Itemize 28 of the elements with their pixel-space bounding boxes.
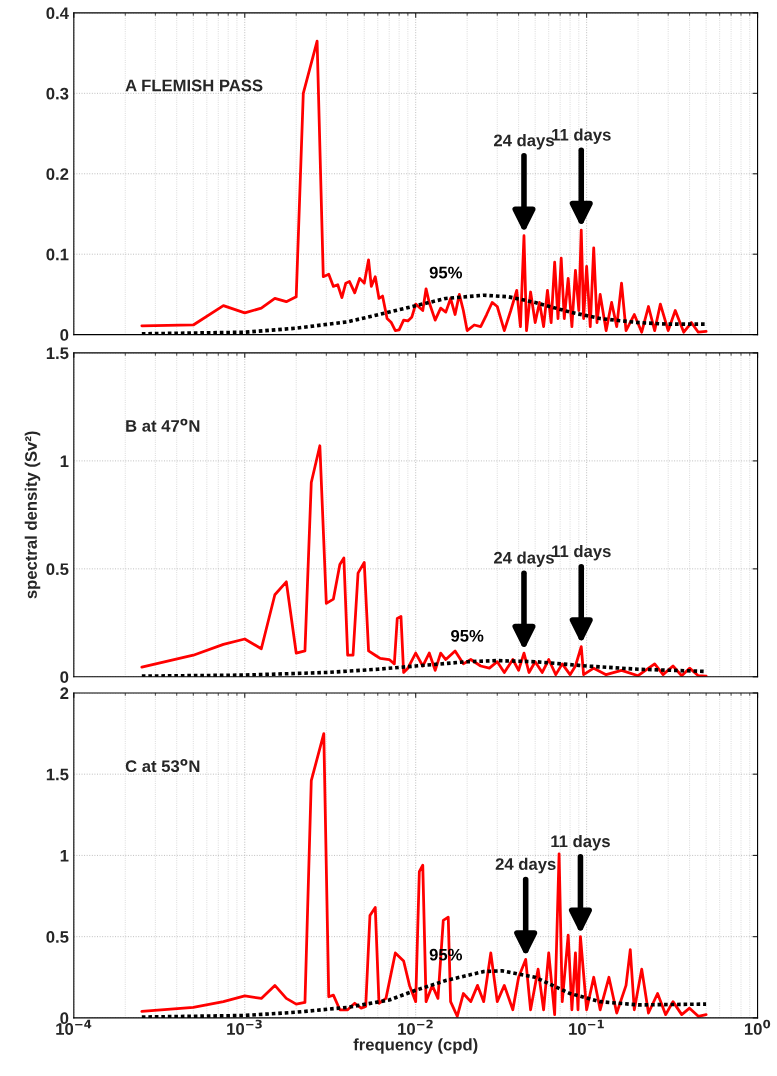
series-label: 95% bbox=[429, 266, 463, 279]
x-tick-label: 10$^{−1}$ bbox=[569, 1019, 604, 1035]
legend-label: 95% bbox=[451, 629, 484, 642]
y-tick-label: 0.3 bbox=[46, 87, 69, 100]
annotation: 11 days bbox=[551, 835, 610, 851]
annotation: B at 47$^{o}$N bbox=[126, 418, 200, 432]
y-tick-label: 1.5 bbox=[46, 347, 69, 360]
annotation: 24 days bbox=[493, 134, 554, 150]
y-tick-label: 1.5 bbox=[46, 768, 69, 781]
annotation: 24 days bbox=[493, 551, 554, 567]
y-tick-label: 2 bbox=[60, 687, 69, 699]
y-tick-label: 0.5 bbox=[46, 931, 69, 943]
x-tick-label: 10$^{−3}$ bbox=[227, 1019, 262, 1035]
y-tick-label: 0.4 bbox=[46, 7, 69, 20]
x-tick-label: 10$^{−2}$ bbox=[398, 1019, 433, 1035]
y-tick-label: 0.5 bbox=[46, 563, 69, 576]
y-tick-label: 0.1 bbox=[46, 248, 69, 261]
y-tick-label: 1 bbox=[60, 455, 69, 467]
y-tick-label: 0 bbox=[60, 671, 69, 684]
y-axis-title: spectral density (Sv²) bbox=[24, 431, 41, 599]
annotation: C at 53$^{o}$N bbox=[125, 758, 200, 773]
annotation: 24 days bbox=[495, 857, 556, 874]
x-axis-title: frequency (cpd) bbox=[353, 1038, 478, 1054]
y-tick-label: 0 bbox=[60, 329, 69, 341]
x-tick-label: 10$^{0}$ bbox=[744, 1019, 771, 1035]
y-tick-label: 1 bbox=[60, 849, 69, 862]
y-tick-label: 0.2 bbox=[46, 168, 69, 180]
annotation: A FLEMISH PASS bbox=[125, 79, 263, 92]
